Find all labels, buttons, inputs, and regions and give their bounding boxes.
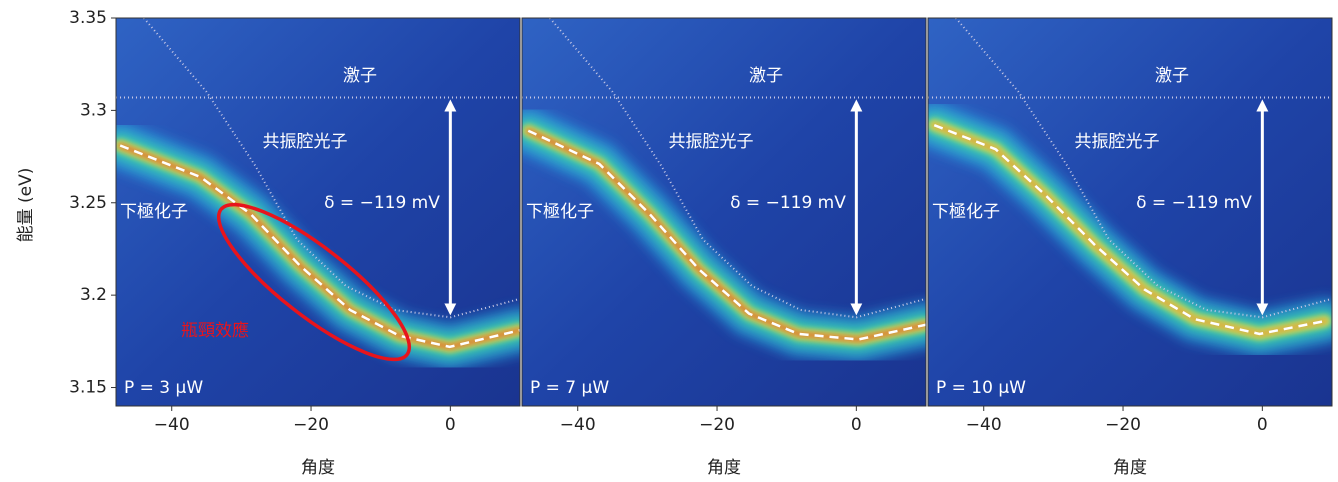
figure: 激子共振腔光子下極化子 δ = −119 mV P = 3 μW 瓶頸效應 −40 −20… (0, 0, 1338, 482)
x-tick-label: −20 (699, 415, 735, 435)
y-tick-label: 3.2 (80, 285, 107, 305)
power-label: P = 3 μW (124, 378, 203, 398)
y-tick-label: 3.3 (80, 100, 107, 120)
x-axis-label: 角度 (707, 458, 741, 478)
annotation: δ = −119 mV (730, 193, 846, 213)
power-label: P = 10 μW (936, 378, 1026, 398)
annotation: 下極化子 (526, 202, 594, 222)
annotation: 共振腔光子 (669, 132, 754, 152)
annotation: δ = −119 mV (324, 193, 440, 213)
x-axis-label: 角度 (301, 458, 335, 478)
y-axis-label: 能量 (eV) (16, 168, 36, 243)
power-label: P = 7 μW (530, 378, 609, 398)
x-tick-label: −20 (1105, 415, 1141, 435)
annotation: 下極化子 (932, 202, 1000, 222)
annotation: 激子 (749, 66, 783, 86)
x-tick-label: −40 (966, 415, 1002, 435)
annotation: 共振腔光子 (1075, 132, 1160, 152)
annotation: 激子 (1155, 66, 1189, 86)
x-tick-label: −20 (293, 415, 329, 435)
x-tick-label: 0 (445, 415, 456, 435)
x-tick-label: −40 (154, 415, 190, 435)
x-tick-label: 0 (1257, 415, 1268, 435)
y-tick-label: 3.25 (69, 193, 107, 213)
y-tick-label: 3.15 (69, 378, 107, 398)
annotation: δ = −119 mV (1136, 193, 1252, 213)
annotation: 下極化子 (120, 202, 188, 222)
y-tick-label: 3.35 (69, 8, 107, 28)
bottleneck-label: 瓶頸效應 (181, 320, 249, 341)
x-tick-label: −40 (560, 415, 596, 435)
x-tick-label: 0 (851, 415, 862, 435)
annotation: 激子 (343, 66, 377, 86)
annotation: 共振腔光子 (263, 132, 348, 152)
x-axis-label: 角度 (1113, 458, 1147, 478)
